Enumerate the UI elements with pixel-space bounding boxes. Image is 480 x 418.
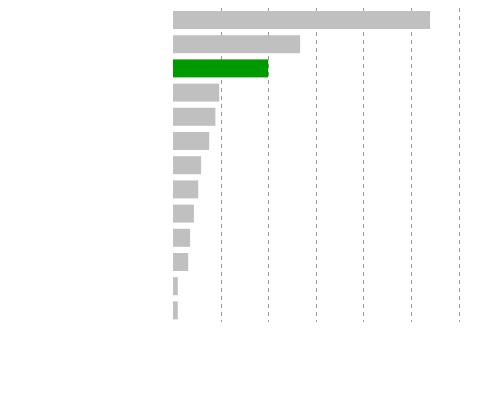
bar — [173, 277, 178, 296]
bar — [173, 35, 301, 54]
bar — [173, 11, 430, 29]
bar — [173, 132, 210, 150]
bar — [173, 83, 220, 102]
bars — [173, 11, 430, 320]
bar — [173, 253, 189, 271]
bar — [173, 301, 178, 320]
bar — [173, 180, 199, 199]
bar — [173, 107, 216, 126]
bar — [173, 228, 191, 247]
bar — [173, 156, 202, 175]
bar — [173, 204, 194, 223]
bar-highlighted — [173, 59, 269, 78]
grid-lines — [221, 8, 460, 322]
